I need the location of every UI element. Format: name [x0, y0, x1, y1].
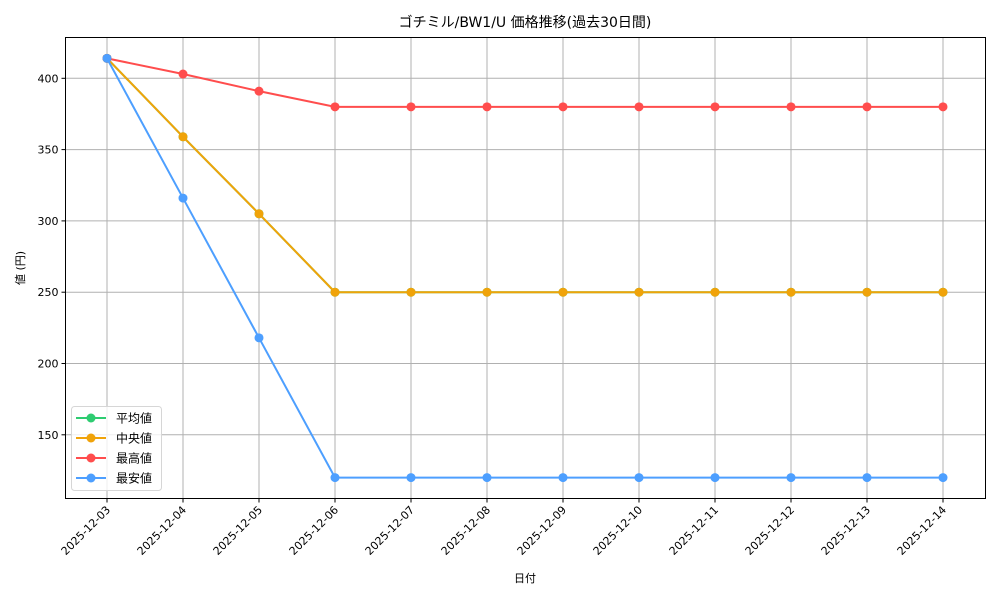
series-平均値 [102, 53, 948, 297]
legend-item: 中央値 [76, 431, 152, 446]
data-point [938, 473, 948, 483]
legend-item: 最高値 [76, 451, 152, 466]
data-point [254, 209, 264, 219]
x-axis-ticks: 2025-12-03 2025-12-04 2025-12-05 2025-12-06… [59, 498, 949, 558]
y-tick-label: 350 [38, 144, 59, 157]
data-point [102, 53, 112, 63]
legend-label: 中央値 [116, 431, 152, 446]
data-point [786, 102, 796, 112]
data-point [710, 102, 720, 112]
data-point [406, 102, 416, 112]
x-tick-label: 2025-12-06 [287, 503, 341, 557]
series-line [106, 57, 943, 479]
y-tick-label: 400 [38, 72, 59, 85]
y-tick-label: 250 [38, 286, 59, 299]
data-point [634, 287, 644, 297]
data-point [938, 287, 948, 297]
y-tick-label: 200 [38, 358, 59, 371]
grid [65, 37, 986, 499]
data-point [482, 287, 492, 297]
series-最安値 [102, 53, 948, 483]
data-point [254, 333, 264, 343]
data-point [862, 473, 872, 483]
x-tick-label: 2025-12-14 [895, 503, 949, 557]
plot-frame [65, 37, 986, 499]
legend-label: 最高値 [116, 451, 152, 466]
data-point [482, 473, 492, 483]
x-tick-label: 2025-12-09 [515, 503, 569, 557]
y-tick-label: 300 [38, 215, 59, 228]
series-最高値 [102, 53, 948, 112]
legend-marker-icon [86, 433, 96, 443]
x-tick-label: 2025-12-04 [135, 503, 189, 557]
series-line [106, 57, 943, 108]
data-point [178, 69, 188, 79]
data-point [710, 287, 720, 297]
x-tick-label: 2025-12-13 [819, 503, 873, 557]
data-point [786, 473, 796, 483]
series-中央値 [102, 53, 948, 297]
x-tick-label: 2025-12-03 [59, 503, 113, 557]
series-line [106, 57, 943, 294]
x-tick-label: 2025-12-08 [439, 503, 493, 557]
data-point [710, 473, 720, 483]
data-point [330, 287, 340, 297]
x-tick-label: 2025-12-05 [211, 503, 265, 557]
x-tick-label: 2025-12-12 [743, 503, 797, 557]
data-point [634, 473, 644, 483]
x-tick-label: 2025-12-11 [667, 503, 721, 557]
legend-box [71, 406, 162, 491]
data-point [558, 287, 568, 297]
data-point [254, 86, 264, 96]
data-point [482, 102, 492, 112]
data-point [330, 473, 340, 483]
data-point [178, 193, 188, 203]
data-point [406, 287, 416, 297]
data-point [634, 102, 644, 112]
data-point [330, 102, 340, 112]
y-axis-ticks: 150 200 250 300 350 400 [38, 72, 66, 442]
data-point [178, 132, 188, 142]
series-lines [102, 53, 948, 483]
legend-marker-icon [86, 453, 96, 463]
data-point [406, 473, 416, 483]
x-tick-label: 2025-12-10 [591, 503, 645, 557]
data-point [558, 473, 568, 483]
y-axis-label: 値 (円) [14, 251, 27, 285]
legend-label: 平均値 [116, 411, 152, 426]
legend-marker-icon [86, 413, 96, 423]
x-axis-label: 日付 [514, 572, 536, 585]
x-tick-label: 2025-12-07 [363, 503, 417, 557]
legend-item: 最安値 [76, 471, 152, 486]
chart-title: ゴチミル/BW1/U 価格推移(過去30日間) [399, 14, 652, 31]
data-point [558, 102, 568, 112]
legend-marker-icon [86, 473, 96, 483]
y-tick-label: 150 [38, 429, 59, 442]
data-point [938, 102, 948, 112]
legend-label: 最安値 [116, 471, 152, 486]
data-point [862, 102, 872, 112]
legend-item: 平均値 [76, 411, 152, 426]
data-point [786, 287, 796, 297]
data-point [862, 287, 872, 297]
series-line [106, 57, 943, 294]
